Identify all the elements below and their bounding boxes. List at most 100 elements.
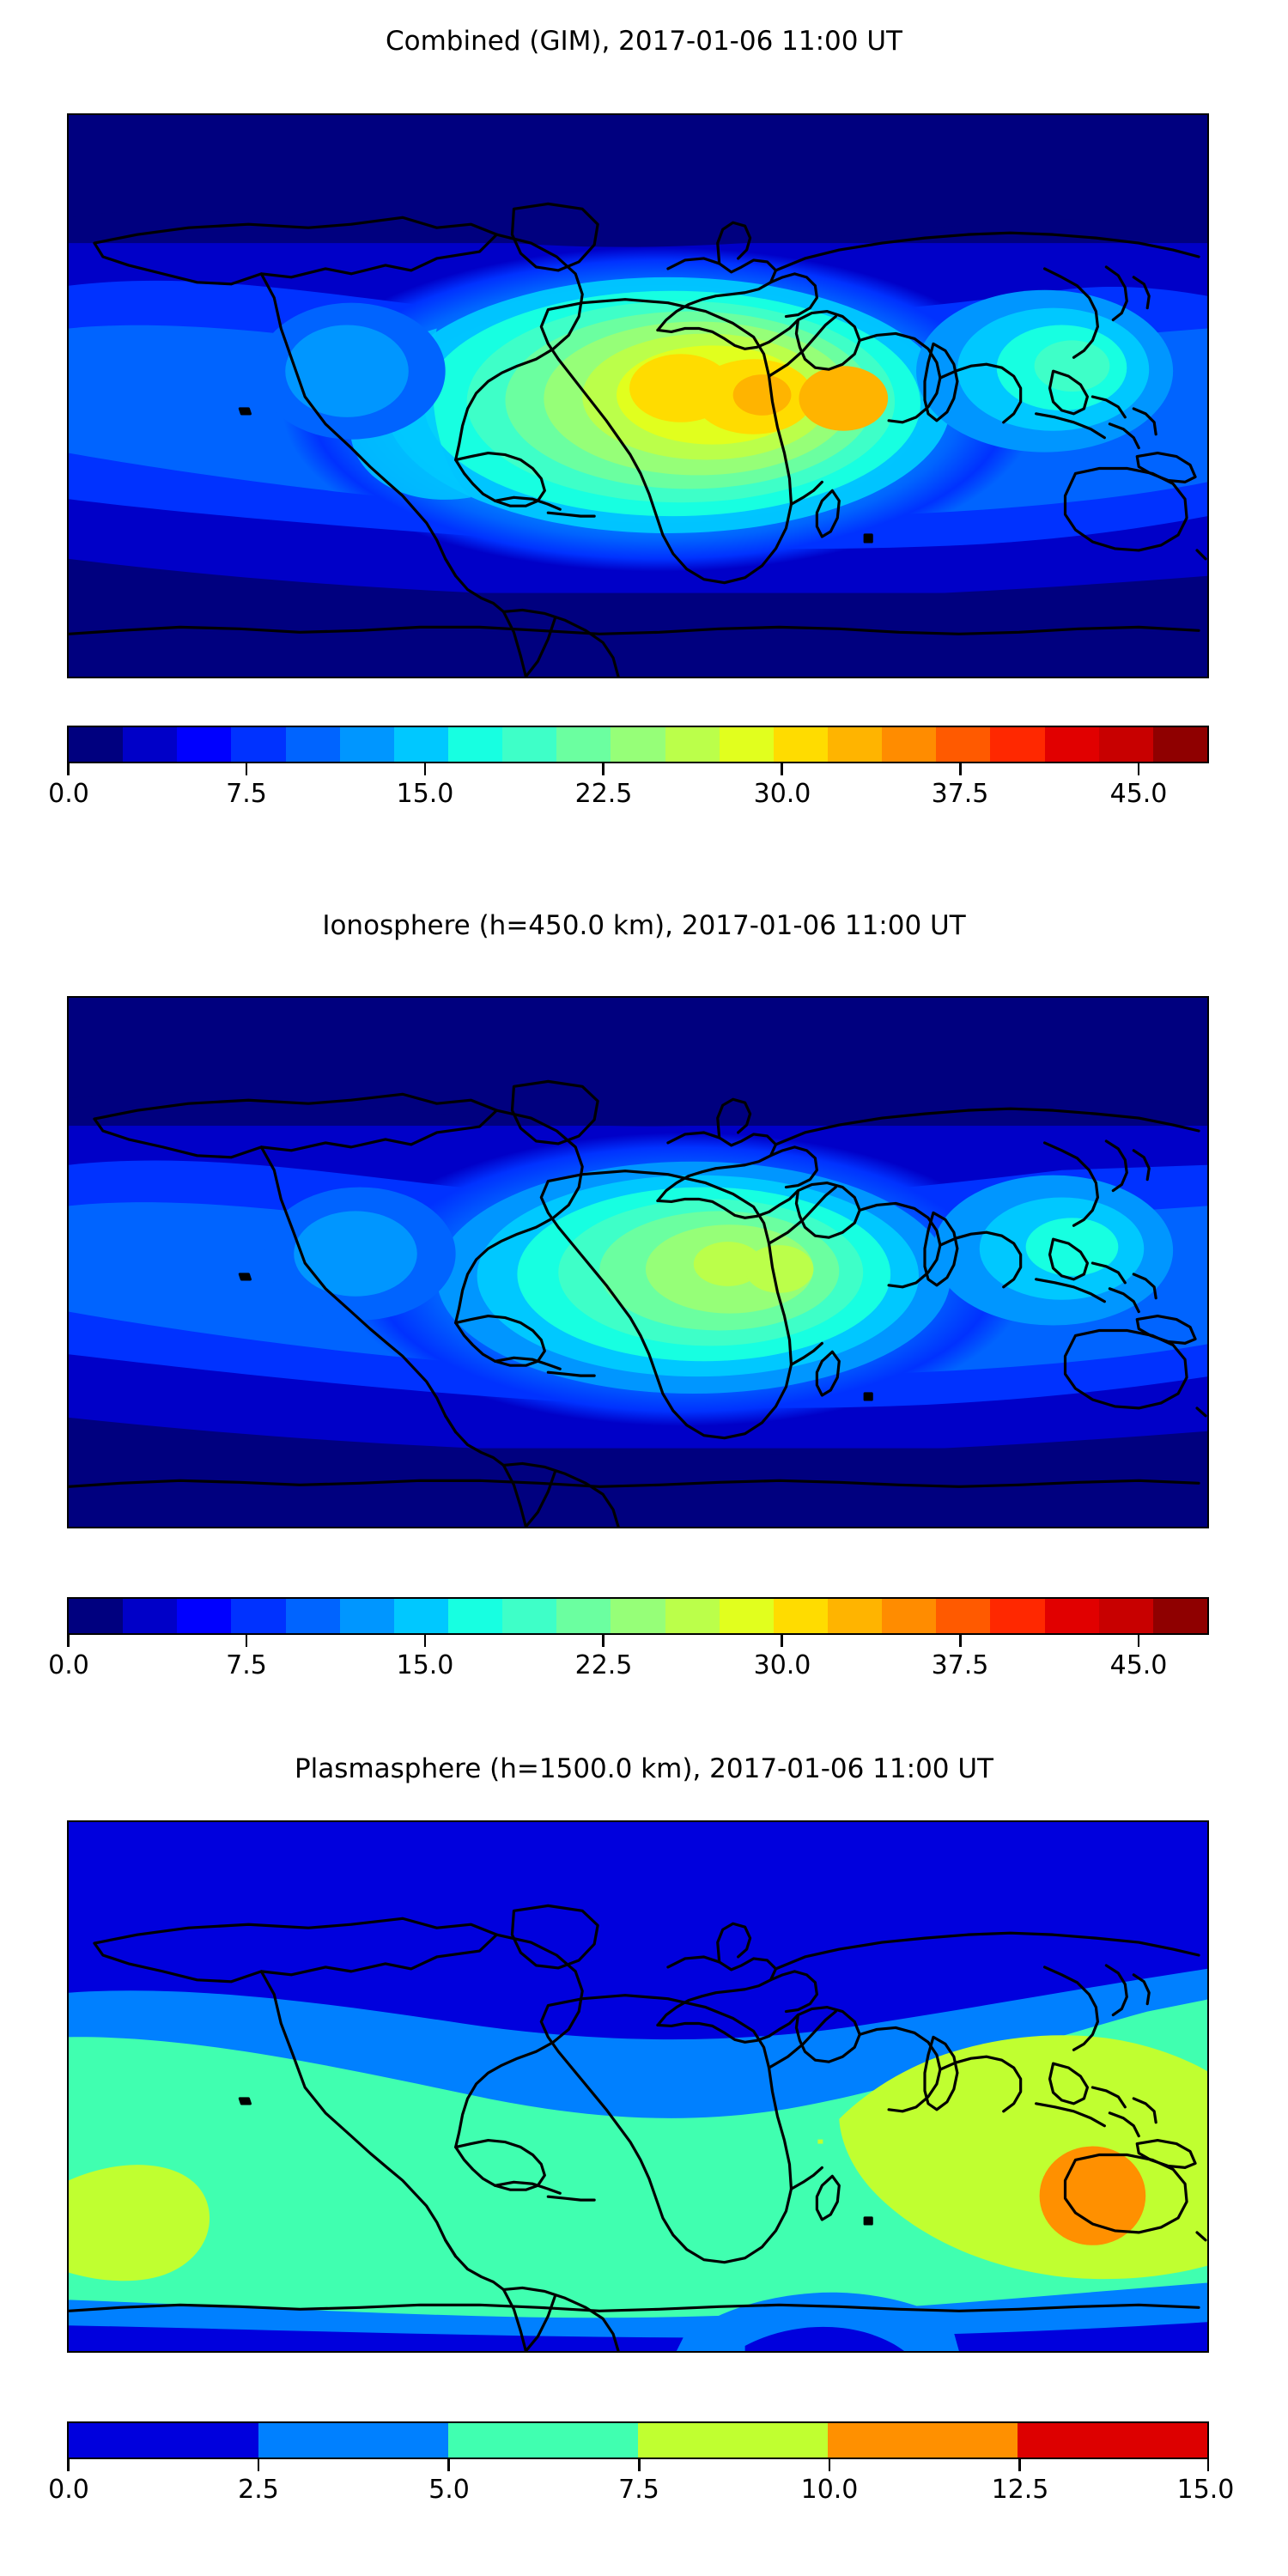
colorbar-tick <box>602 1635 605 1647</box>
colorbar-tick-label: 0.0 <box>48 2475 89 2505</box>
colorbar-tick-label: 5.0 <box>428 2475 470 2505</box>
tec-field-plasmasphere <box>69 1822 1207 2351</box>
colorbar-segment <box>448 2423 638 2458</box>
colorbar-tick-label: 22.5 <box>574 779 633 809</box>
colorbar-segment <box>882 1599 937 1633</box>
colorbar-segment <box>665 1599 720 1633</box>
colorbar-tick <box>245 763 248 775</box>
colorbar-tick <box>959 1635 962 1647</box>
colorbar-tick <box>1137 763 1140 775</box>
colorbar-tick-label: 15.0 <box>396 1650 454 1680</box>
colorbar-segment <box>773 1599 828 1633</box>
tec-field-ionosphere <box>69 998 1207 1527</box>
colorbar-tick <box>67 763 70 775</box>
colorbar-tick <box>67 1635 70 1647</box>
colorbar-segment <box>1018 2423 1207 2458</box>
colorbar-tick <box>245 1635 248 1647</box>
colorbar-segment <box>1152 1599 1207 1633</box>
colorbar-segment <box>827 1599 883 1633</box>
colorbar-segment <box>556 1599 611 1633</box>
colorbar-tick <box>447 2459 450 2471</box>
colorbar-segment <box>773 727 828 762</box>
colorbar-labels-combined: 0.0 7.5 15.0 22.5 30.0 37.5 45.0 <box>48 777 1209 813</box>
colorbar-segment <box>990 727 1045 762</box>
colorbar-labels-plasmasphere: 0.0 2.5 5.0 7.5 10.0 12.5 15.0 <box>48 2473 1234 2509</box>
tec-field-combined <box>69 115 1207 677</box>
colorbar-tick-label: 37.5 <box>931 1650 989 1680</box>
colorbar-segment <box>393 1599 448 1633</box>
colorbar-tick-label: 10.0 <box>800 2475 859 2505</box>
colorbar-tick-label: 0.0 <box>48 779 89 809</box>
colorbar-segment <box>285 727 340 762</box>
colorbar-segment <box>447 1599 503 1633</box>
colorbar-labels-ionosphere: 0.0 7.5 15.0 22.5 30.0 37.5 45.0 <box>48 1649 1209 1685</box>
colorbar-tick <box>781 763 783 775</box>
map-axes-ionosphere <box>67 996 1209 1528</box>
colorbar-segment <box>502 1599 557 1633</box>
colorbar-segment <box>936 1599 991 1633</box>
colorbar-tick-label: 15.0 <box>1176 2475 1235 2505</box>
colorbar-segment <box>69 1599 124 1633</box>
colorbar-segment <box>285 1599 340 1633</box>
colorbar-strip-plasmasphere <box>67 2421 1209 2459</box>
panel-combined-gim: Combined (GIM), 2017-01-06 11:00 UT <box>0 0 1288 876</box>
colorbar-ticks-combined <box>67 763 1209 777</box>
colorbar-segment <box>69 2423 258 2458</box>
colorbar-segment <box>177 727 232 762</box>
colorbar-segment <box>1152 727 1207 762</box>
colorbar-tick <box>1206 2459 1209 2471</box>
colorbar-segment <box>719 727 774 762</box>
colorbar-tick-label: 45.0 <box>1109 779 1168 809</box>
colorbar-tick <box>1018 2459 1021 2471</box>
colorbar-segment <box>258 2423 448 2458</box>
panel-title-plasmasphere: Plasmasphere (h=1500.0 km), 2017-01-06 1… <box>294 1753 993 1784</box>
colorbar-tick <box>828 2459 831 2471</box>
colorbar-tick-label: 7.5 <box>226 1650 267 1680</box>
colorbar-segment <box>827 727 883 762</box>
colorbar-tick <box>602 763 605 775</box>
map-axes-combined <box>67 113 1209 678</box>
colorbar-segment <box>719 1599 774 1633</box>
colorbar-tick-label: 12.5 <box>991 2475 1049 2505</box>
colorbar-segment <box>393 727 448 762</box>
colorbar-tick-label: 37.5 <box>931 779 989 809</box>
colorbar-segment <box>990 1599 1045 1633</box>
colorbar-segment <box>69 727 124 762</box>
colorbar-segment <box>123 1599 178 1633</box>
colorbar-segment <box>556 727 611 762</box>
colorbar-tick <box>638 2459 641 2471</box>
colorbar-segment <box>936 727 991 762</box>
colorbar-segment <box>231 727 286 762</box>
colorbar-segment <box>339 727 394 762</box>
colorbar-segment <box>231 1599 286 1633</box>
colorbar-segment <box>1044 727 1099 762</box>
colorbar-segment <box>1098 1599 1153 1633</box>
colorbar-tick-label: 22.5 <box>574 1650 633 1680</box>
colorbar-segment <box>638 2423 828 2458</box>
colorbar-tick-label: 30.0 <box>753 779 811 809</box>
colorbar-tick <box>959 763 962 775</box>
colorbar-segment <box>1044 1599 1099 1633</box>
map-axes-plasmasphere <box>67 1820 1209 2353</box>
colorbar-strip-combined <box>67 726 1209 763</box>
colorbar-segment <box>123 727 178 762</box>
colorbar-segment <box>611 727 665 762</box>
colorbar-ionosphere: 0.0 7.5 15.0 22.5 30.0 37.5 45.0 <box>48 1597 1209 1685</box>
panel-title-ionosphere: Ionosphere (h=450.0 km), 2017-01-06 11:0… <box>322 910 966 941</box>
panel-plasmasphere: Plasmasphere (h=1500.0 km), 2017-01-06 1… <box>0 1735 1288 2576</box>
colorbar-tick-label: 2.5 <box>238 2475 279 2505</box>
panel-ionosphere: Ionosphere (h=450.0 km), 2017-01-06 11:0… <box>0 876 1288 1735</box>
colorbar-strip-ionosphere <box>67 1597 1209 1635</box>
colorbar-segment <box>1098 727 1153 762</box>
colorbar-segment <box>665 727 720 762</box>
colorbar-tick <box>423 763 427 775</box>
colorbar-tick <box>423 1635 427 1647</box>
colorbar-plasmasphere: 0.0 2.5 5.0 7.5 10.0 12.5 15.0 <box>48 2421 1234 2509</box>
colorbar-combined: 0.0 7.5 15.0 22.5 30.0 37.5 45.0 <box>48 726 1209 813</box>
colorbar-tick <box>1137 1635 1140 1647</box>
colorbar-tick-label: 0.0 <box>48 1650 89 1680</box>
colorbar-tick-label: 30.0 <box>753 1650 811 1680</box>
colorbar-tick <box>257 2459 260 2471</box>
colorbar-segment <box>177 1599 232 1633</box>
